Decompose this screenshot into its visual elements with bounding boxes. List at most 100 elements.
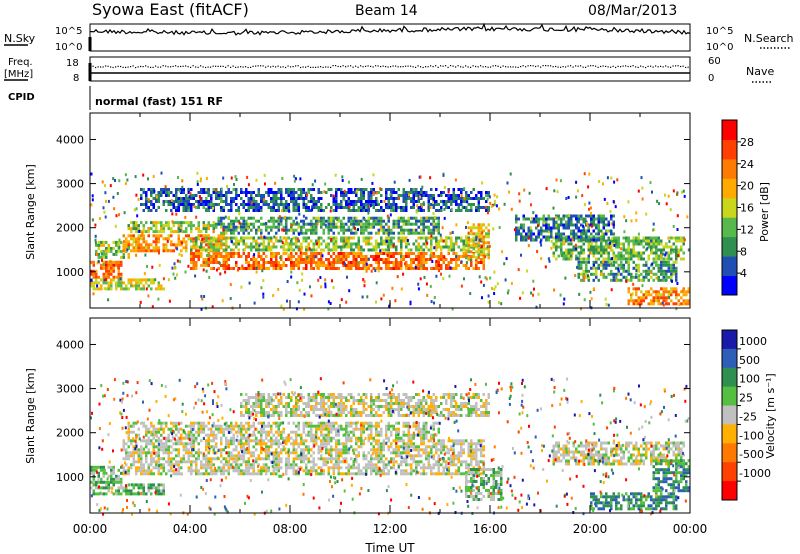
- heatmap-cell: [197, 451, 200, 455]
- scatter-cell: [328, 262, 331, 266]
- heatmap-cell: [515, 217, 518, 221]
- scatter-cell: [530, 216, 533, 220]
- heatmap-cell: [342, 231, 345, 235]
- heatmap-cell: [615, 236, 618, 240]
- scatter-cell: [298, 232, 301, 236]
- heatmap-cell: [645, 296, 648, 300]
- scatter-cell: [290, 270, 293, 274]
- nave-dot: [387, 66, 389, 68]
- heatmap-cell: [305, 228, 308, 232]
- heatmap-cell: [405, 194, 408, 197]
- nave-dot: [592, 65, 594, 67]
- heatmap-cell: [632, 266, 635, 270]
- heatmap-cell: [600, 217, 603, 221]
- heatmap-cell: [387, 252, 390, 255]
- heatmap-cell: [447, 206, 450, 209]
- heatmap-cell: [170, 240, 173, 244]
- heatmap-cell: [240, 448, 243, 452]
- heatmap-cell: [200, 203, 203, 206]
- heatmap-cell: [112, 492, 115, 496]
- heatmap-cell: [415, 239, 418, 243]
- heatmap-cell: [247, 222, 250, 226]
- heatmap-cell: [197, 454, 200, 458]
- heatmap-cell: [377, 219, 380, 223]
- y-tick-label: 2000: [56, 222, 84, 235]
- heatmap-cell: [157, 249, 160, 253]
- heatmap-cell: [337, 219, 340, 223]
- heatmap-cell: [130, 278, 133, 282]
- heatmap-cell: [580, 223, 583, 227]
- heatmap-cell: [682, 236, 685, 240]
- heatmap-cell: [650, 287, 653, 291]
- scatter-cell: [402, 272, 405, 276]
- heatmap-cell: [417, 252, 420, 255]
- scatter-cell: [94, 223, 97, 227]
- heatmap-cell: [162, 246, 165, 250]
- heatmap-cell: [395, 209, 398, 212]
- heatmap-cell: [190, 469, 193, 473]
- heatmap-cell: [235, 454, 238, 458]
- heatmap-cell: [427, 200, 430, 203]
- heatmap-cell: [322, 219, 325, 223]
- heatmap-cell: [142, 284, 145, 288]
- heatmap-cell: [227, 209, 230, 212]
- heatmap-cell: [315, 200, 318, 203]
- heatmap-cell: [185, 445, 188, 449]
- scatter-cell: [646, 247, 649, 251]
- heatmap-cell: [380, 242, 383, 246]
- heatmap-cell: [597, 263, 600, 267]
- heatmap-cell: [315, 216, 318, 220]
- heatmap-cell: [175, 442, 178, 446]
- scatter-cell: [103, 210, 106, 214]
- heatmap-cell: [247, 466, 250, 470]
- heatmap-cell: [192, 194, 195, 197]
- scatter-cell: [203, 295, 206, 298]
- heatmap-cell: [167, 451, 170, 455]
- heatmap-cell: [160, 489, 163, 493]
- scatter-cell: [451, 231, 454, 234]
- scatter-cell: [109, 260, 112, 264]
- nave-dot: [237, 66, 239, 68]
- heatmap-cell: [162, 483, 165, 487]
- heatmap-cell: [197, 200, 200, 203]
- heatmap-cell: [652, 239, 655, 243]
- nave-dot: [687, 66, 689, 68]
- nave-dot: [475, 65, 477, 68]
- heatmap-cell: [302, 191, 305, 194]
- heatmap-cell: [315, 248, 318, 252]
- heatmap-cell: [297, 457, 300, 461]
- heatmap-cell: [225, 242, 228, 246]
- heatmap-cell: [160, 221, 163, 225]
- scatter-cell: [207, 240, 210, 244]
- heatmap-cell: [205, 472, 208, 476]
- heatmap-cell: [602, 248, 605, 252]
- heatmap-cell: [405, 209, 408, 212]
- heatmap-cell: [605, 242, 608, 246]
- heatmap-cell: [275, 264, 278, 267]
- heatmap-cell: [407, 219, 410, 223]
- heatmap-cell: [387, 203, 390, 206]
- heatmap-cell: [460, 197, 463, 200]
- heatmap-cell: [140, 188, 143, 191]
- heatmap-cell: [622, 242, 625, 246]
- heatmap-cell: [617, 263, 620, 267]
- nave-dot: [175, 65, 177, 67]
- heatmap-cell: [647, 257, 650, 261]
- scatter-cell: [294, 177, 297, 181]
- heatmap-cell: [317, 206, 320, 209]
- scatter-cell: [179, 229, 182, 233]
- scatter-cell: [260, 286, 263, 290]
- heatmap-cell: [582, 220, 585, 224]
- heatmap-cell: [150, 203, 153, 206]
- heatmap-cell: [237, 255, 240, 258]
- heatmap-cell: [487, 256, 490, 260]
- scatter-cell: [578, 292, 581, 296]
- heatmap-cell: [112, 471, 115, 475]
- heatmap-cell: [672, 269, 675, 273]
- heatmap-cell: [165, 460, 168, 464]
- nave-dot: [392, 65, 394, 67]
- heatmap-cell: [427, 228, 430, 232]
- heatmap-cell: [640, 296, 643, 300]
- scatter-cell: [386, 245, 389, 249]
- heatmap-cell: [312, 222, 315, 226]
